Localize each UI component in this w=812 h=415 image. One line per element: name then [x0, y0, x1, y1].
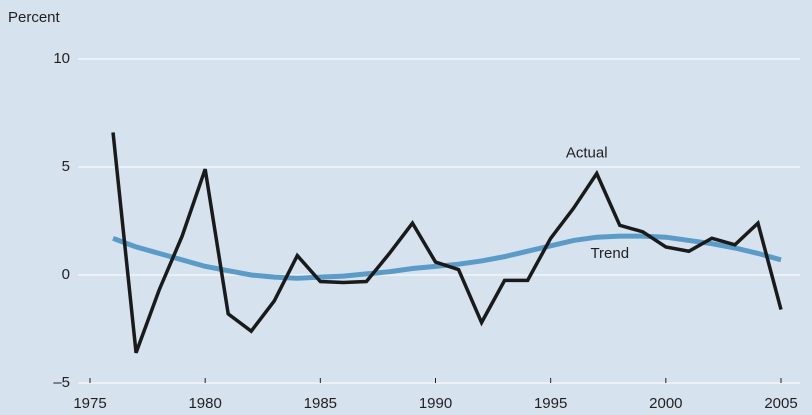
series-label: Actual — [566, 144, 608, 161]
x-tick-label: 1995 — [534, 395, 567, 412]
series-label: Trend — [590, 245, 629, 262]
y-tick-label: –5 — [53, 374, 70, 391]
series-line — [111, 132, 783, 354]
y-tick-label: 10 — [53, 50, 70, 67]
y-tick-label: 0 — [62, 266, 70, 283]
x-tick-label: 1990 — [419, 395, 452, 412]
x-tick-label: 1980 — [188, 395, 221, 412]
x-tick-label: 1975 — [73, 395, 106, 412]
y-tick-label: 5 — [62, 158, 70, 175]
y-axis-label: Percent — [8, 9, 61, 26]
x-tick-label: 1985 — [304, 395, 337, 412]
x-tick-label: 2000 — [649, 395, 682, 412]
x-tick-label: 2005 — [764, 395, 797, 412]
